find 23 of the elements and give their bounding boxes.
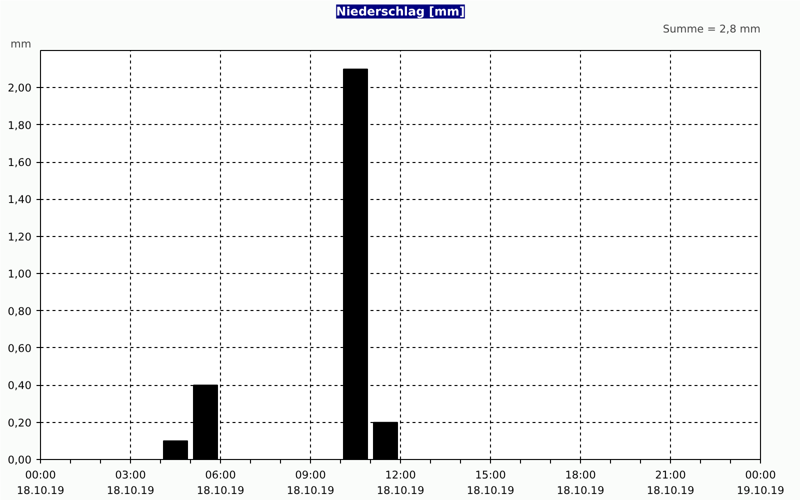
- x-tick-label: 12:00 18.10.19: [376, 468, 424, 498]
- x-tick-label: 06:00 18.10.19: [196, 468, 244, 498]
- y-tick-label: 0,00: [8, 454, 32, 466]
- y-tick-label: 1,20: [8, 230, 32, 244]
- x-tick-label: 00:00 18.10.19: [16, 468, 64, 498]
- y-tick-label: 1,00: [8, 268, 32, 281]
- y-tick-label: 1,40: [8, 193, 32, 206]
- y-tick-label: 0,60: [8, 342, 32, 355]
- y-tick-label: 1,80: [8, 118, 32, 132]
- chart-title: Niederschlag [mm]: [336, 4, 465, 18]
- x-tick-label: 18:00 18.10.19: [556, 468, 604, 498]
- y-tick-label: 2,00: [8, 82, 32, 95]
- x-tick-label: 03:00 18.10.19: [106, 468, 154, 498]
- x-tick-label: 15:00 18.10.19: [466, 468, 514, 498]
- y-tick-label: 0,20: [8, 416, 32, 430]
- y-tick-label: 1,60: [8, 156, 32, 170]
- x-tick-label: 09:00 18.10.19: [286, 468, 334, 498]
- y-tick-label: 0,80: [8, 304, 32, 318]
- text: Summe = 2,8 mm: [662, 22, 761, 36]
- y-axis-title: mm: [10, 38, 32, 50]
- x-tick-label: 21:00 18.10.19: [646, 468, 694, 498]
- y-tick-label: 0,40: [8, 379, 32, 392]
- x-tick-label: 00:00 19.10.19: [736, 468, 784, 498]
